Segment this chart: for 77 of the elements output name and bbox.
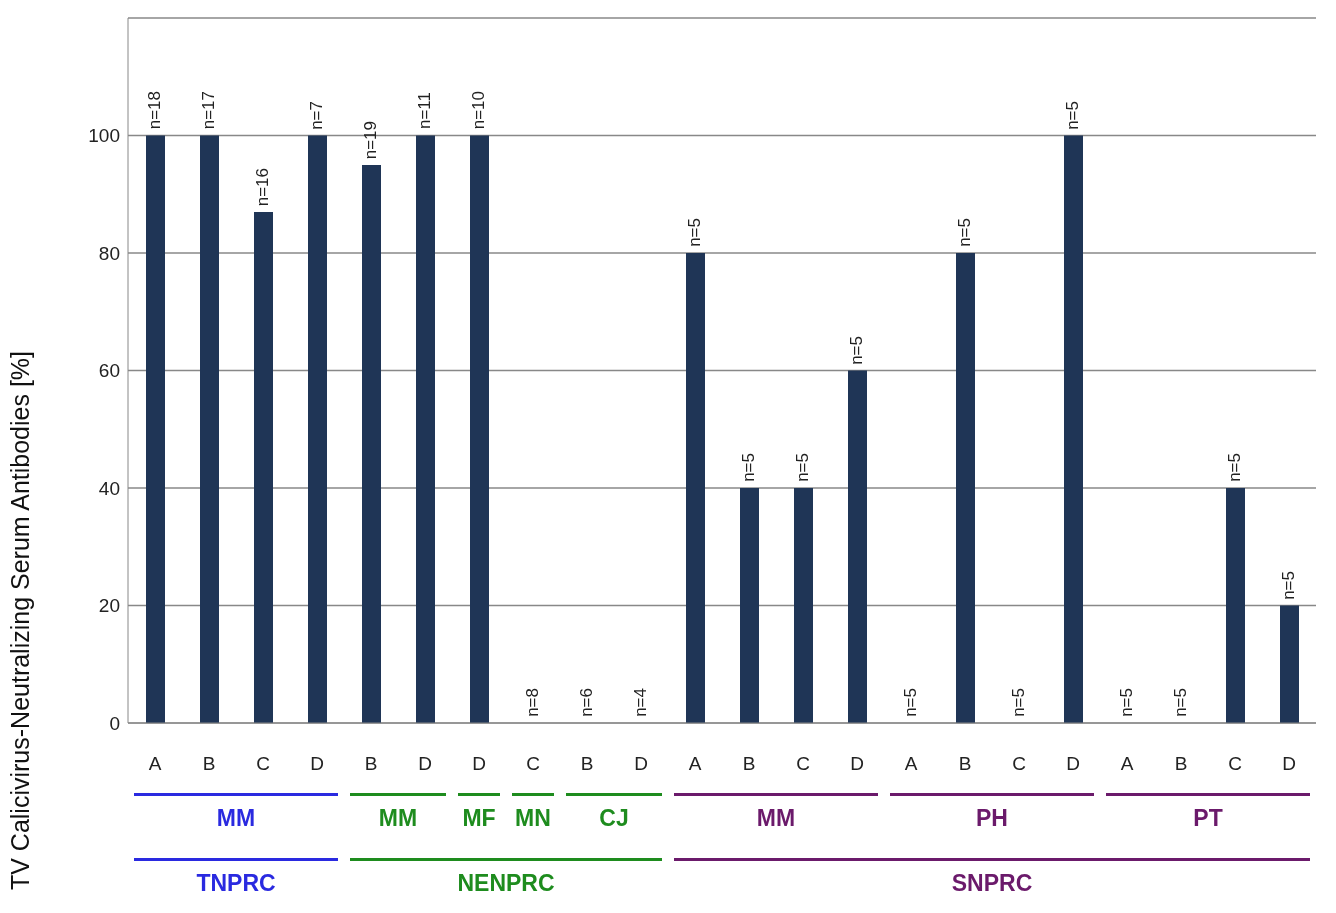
bar [956, 253, 975, 723]
x-tick-label: A [904, 753, 918, 775]
annotation: n=16 [253, 167, 273, 206]
x-tick-label: C [1012, 753, 1026, 775]
y-tick-label: 60 [98, 360, 120, 382]
annotation: n=6 [577, 688, 597, 717]
annotation: n=5 [1171, 688, 1191, 717]
text: MF [461, 805, 497, 832]
y-axis-title: TV Calicivirus-Neutralizing Serum Antibodies [%] [5, 350, 34, 891]
x-tick-label: B [1174, 753, 1188, 775]
bar [146, 135, 165, 723]
annotation: n=19 [361, 120, 381, 159]
text: MM [755, 805, 797, 832]
y-tick-label: 20 [98, 595, 120, 617]
bar [416, 135, 435, 723]
x-tick-label: A [148, 753, 162, 775]
annotation: n=17 [199, 91, 219, 130]
x-tick-label: C [1228, 753, 1242, 775]
y-tick-label: 0 [109, 712, 120, 734]
x-tick-label: D [472, 753, 486, 775]
text: SNPRC [950, 870, 1034, 897]
annotation: n=5 [739, 453, 759, 482]
annotation: n=5 [847, 335, 867, 365]
bar [740, 488, 759, 723]
annotation: n=5 [685, 218, 705, 247]
x-tick-label: D [418, 753, 432, 775]
x-tick-label: B [958, 753, 972, 775]
x-tick-label: D [310, 753, 324, 775]
annotation: n=5 [955, 218, 975, 247]
x-tick-label: C [256, 753, 270, 775]
annotation: n=5 [901, 688, 921, 717]
bar [686, 253, 705, 723]
annotation: n=5 [793, 453, 813, 482]
x-tick-label: D [634, 753, 648, 775]
annotation: n=5 [1279, 570, 1299, 600]
annotation: n=18 [145, 91, 165, 130]
x-tick-label: B [202, 753, 216, 775]
bar [1226, 488, 1245, 723]
y-tick-label: 40 [98, 477, 120, 499]
bar [308, 135, 327, 723]
bar [1064, 135, 1083, 723]
annotation: n=5 [1117, 688, 1137, 717]
annotation: n=5 [1009, 688, 1029, 717]
text: NENPRC [456, 870, 556, 897]
annotation: n=4 [631, 688, 651, 717]
y-tick-label: 80 [98, 242, 120, 264]
x-tick-label: C [526, 753, 540, 775]
text: PH [975, 805, 1009, 832]
annotation: n=11 [415, 92, 435, 130]
annotation: n=8 [523, 688, 543, 717]
bar [470, 135, 489, 723]
text: TNPRC [195, 870, 277, 897]
text: PT [1192, 805, 1224, 832]
bar [1280, 605, 1299, 723]
annotation: n=5 [1063, 100, 1083, 130]
x-tick-label: D [1282, 753, 1296, 775]
x-tick-label: D [850, 753, 864, 775]
x-tick-label: D [1066, 753, 1080, 775]
bar [794, 488, 813, 723]
annotation: n=10 [469, 91, 489, 130]
bar [200, 135, 219, 723]
text: MM [377, 805, 419, 832]
bar [848, 370, 867, 723]
x-tick-label: A [688, 753, 702, 775]
x-tick-label: B [580, 753, 594, 775]
annotation: n=7 [307, 100, 327, 130]
text: MM [215, 805, 257, 832]
text: CJ [598, 805, 630, 832]
bar [254, 211, 273, 723]
x-tick-label: B [742, 753, 756, 775]
x-tick-label: C [796, 753, 810, 775]
bar [362, 164, 381, 723]
x-tick-label: A [1120, 753, 1134, 775]
y-tick-label: 100 [88, 125, 120, 147]
text: MN [514, 805, 552, 832]
annotation: n=5 [1225, 453, 1245, 482]
x-tick-label: B [364, 753, 378, 775]
